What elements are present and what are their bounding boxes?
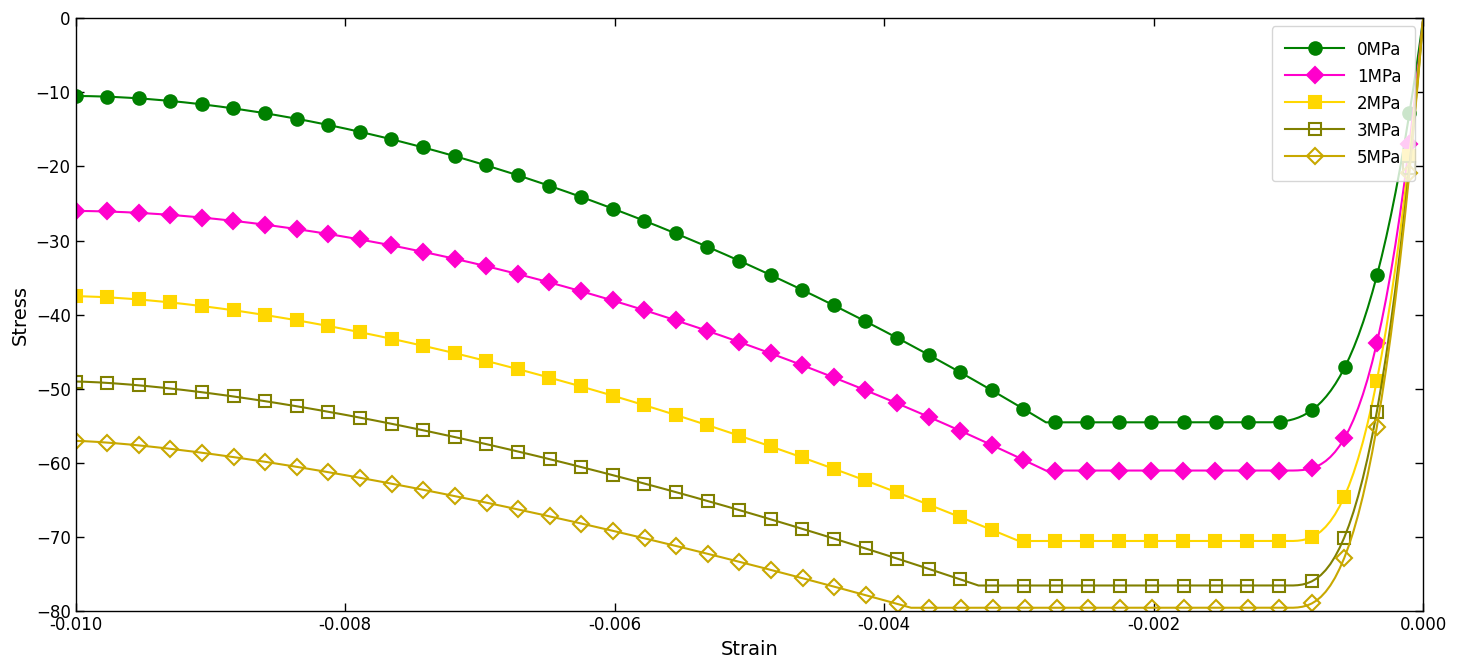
3MPa — [487, 442, 504, 450]
1MPa — [1359, 375, 1376, 383]
Line: 0MPa: 0MPa — [70, 12, 1429, 429]
1MPa — [487, 265, 504, 273]
Line: 1MPa: 1MPa — [70, 13, 1429, 476]
1MPa — [545, 279, 563, 287]
3MPa — [1298, 580, 1315, 588]
2MPa — [802, 457, 819, 465]
X-axis label: Strain: Strain — [720, 640, 779, 659]
2MPa — [1298, 535, 1315, 543]
0MPa — [1037, 418, 1054, 426]
0MPa — [545, 184, 563, 192]
1MPa — [1298, 466, 1315, 474]
0MPa — [802, 290, 819, 298]
Y-axis label: Stress: Stress — [12, 285, 31, 345]
1MPa — [483, 263, 500, 271]
0MPa — [67, 92, 85, 100]
3MPa — [545, 456, 563, 464]
3MPa — [1414, 14, 1432, 22]
2MPa — [1414, 14, 1432, 22]
2MPa — [67, 292, 85, 300]
0MPa — [1359, 304, 1376, 312]
2MPa — [1010, 537, 1028, 545]
Line: 3MPa: 3MPa — [70, 12, 1429, 592]
1MPa — [1037, 466, 1054, 474]
5MPa — [803, 577, 821, 585]
0MPa — [483, 163, 500, 171]
5MPa — [487, 500, 504, 509]
2MPa — [487, 359, 504, 367]
0MPa — [1299, 409, 1317, 417]
1MPa — [1414, 14, 1432, 22]
2MPa — [1359, 420, 1376, 428]
0MPa — [1414, 14, 1432, 22]
5MPa — [545, 513, 563, 521]
5MPa — [483, 500, 500, 508]
Line: 5MPa: 5MPa — [70, 13, 1429, 613]
3MPa — [1359, 454, 1376, 462]
5MPa — [1298, 602, 1315, 610]
2MPa — [483, 358, 500, 366]
1MPa — [67, 207, 85, 215]
Line: 2MPa: 2MPa — [70, 12, 1429, 547]
5MPa — [1359, 472, 1376, 480]
3MPa — [970, 582, 987, 590]
3MPa — [483, 441, 500, 449]
1MPa — [802, 364, 819, 373]
3MPa — [803, 527, 821, 535]
5MPa — [67, 437, 85, 445]
0MPa — [487, 164, 504, 172]
5MPa — [903, 604, 920, 612]
2MPa — [545, 375, 563, 383]
5MPa — [1414, 14, 1432, 22]
Legend: 0MPa, 1MPa, 2MPa, 3MPa, 5MPa: 0MPa, 1MPa, 2MPa, 3MPa, 5MPa — [1271, 26, 1414, 182]
3MPa — [67, 377, 85, 385]
